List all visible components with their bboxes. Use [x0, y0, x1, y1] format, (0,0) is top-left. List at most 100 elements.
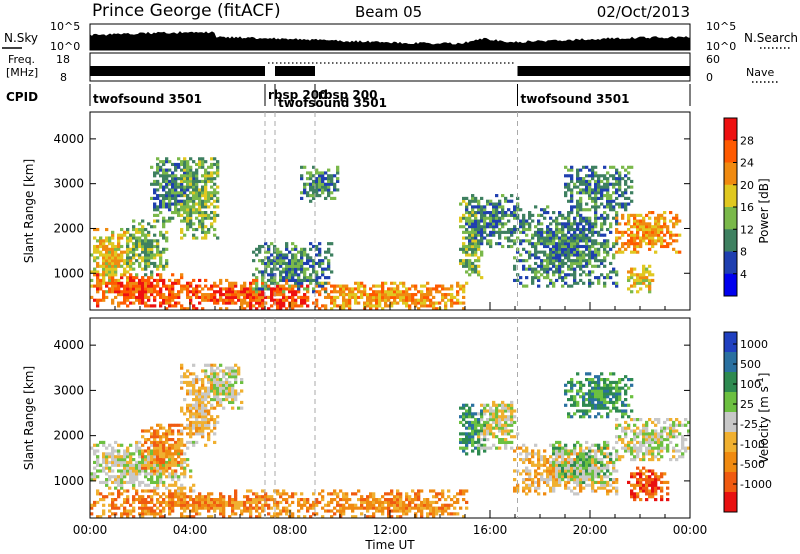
heatmap-cell — [153, 492, 157, 496]
heatmap-cell — [186, 423, 190, 427]
heatmap-cell — [141, 281, 145, 285]
heatmap-cell — [468, 440, 472, 445]
heatmap-cell — [375, 284, 379, 288]
heatmap-cell — [270, 261, 274, 266]
heatmap-cell — [165, 455, 169, 459]
heatmap-cell — [186, 205, 190, 209]
heatmap-cell — [129, 287, 133, 291]
heatmap-cell — [300, 259, 304, 263]
heatmap-cell — [105, 261, 109, 266]
heatmap-cell — [135, 489, 139, 493]
heatmap-cell — [483, 213, 487, 217]
heatmap-cell — [117, 244, 121, 249]
heatmap-cell — [177, 194, 181, 198]
heatmap-cell — [168, 475, 172, 479]
heatmap-cell — [225, 395, 229, 399]
heatmap-cell — [321, 284, 325, 288]
heatmap-cell — [246, 290, 250, 294]
heatmap-cell — [117, 455, 121, 459]
heatmap-cell — [552, 489, 556, 493]
heatmap-cell — [300, 284, 304, 288]
heatmap-cell — [597, 174, 601, 178]
heatmap-cell — [426, 304, 430, 308]
heatmap-cell — [306, 177, 310, 181]
heatmap-cell — [609, 208, 613, 212]
freq-tick-top: 18 — [56, 53, 70, 66]
heatmap-cell — [336, 509, 340, 513]
heatmap-cell — [117, 239, 121, 243]
heatmap-cell — [648, 236, 652, 240]
heatmap-cell — [477, 205, 481, 209]
heatmap-cell — [291, 264, 295, 268]
heatmap-cell — [615, 455, 619, 459]
heatmap-cell — [567, 466, 571, 470]
heatmap-cell — [189, 509, 193, 513]
heatmap-cell — [633, 225, 637, 229]
heatmap-cell — [120, 273, 124, 277]
heatmap-cell — [156, 478, 160, 482]
heatmap-cell — [186, 463, 190, 467]
heatmap-cell — [171, 177, 175, 181]
heatmap-cell — [495, 211, 499, 215]
heatmap-cell — [582, 230, 586, 234]
heatmap-cell — [156, 168, 160, 172]
heatmap-cell — [492, 213, 496, 217]
heatmap-cell — [468, 267, 472, 271]
heatmap-cell — [201, 432, 205, 436]
heatmap-cell — [375, 509, 379, 513]
heatmap-cell — [147, 509, 151, 513]
heatmap-cell — [198, 165, 202, 169]
heatmap-cell — [279, 495, 283, 499]
heatmap-cell — [633, 244, 637, 249]
heatmap-cell — [123, 298, 127, 302]
heatmap-cell — [567, 222, 571, 226]
heatmap-cell — [219, 498, 223, 502]
heatmap-cell — [579, 264, 583, 268]
heatmap-cell — [471, 194, 475, 198]
heatmap-cell — [303, 278, 307, 283]
heatmap-cell — [159, 458, 163, 462]
heatmap-cell — [573, 281, 577, 285]
heatmap-cell — [483, 443, 487, 447]
heatmap-cell — [276, 267, 280, 271]
heatmap-cell — [120, 458, 124, 462]
heatmap-cell — [222, 298, 226, 302]
heatmap-cell — [603, 185, 607, 189]
heatmap-cell — [270, 287, 274, 291]
heatmap-cell — [186, 418, 190, 422]
heatmap-cell — [216, 171, 220, 175]
heatmap-cell — [381, 284, 385, 288]
heatmap-cell — [555, 267, 559, 271]
heatmap-cell — [156, 196, 160, 200]
heatmap-cell — [279, 250, 283, 254]
heatmap-cell — [162, 480, 166, 485]
heatmap-cell — [120, 227, 124, 232]
heatmap-cell — [429, 298, 433, 302]
heatmap-cell — [198, 512, 202, 516]
heatmap-cell — [342, 304, 346, 308]
heatmap-cell — [330, 515, 334, 519]
heatmap-cell — [120, 281, 124, 285]
heatmap-cell — [462, 418, 466, 422]
heatmap-cell — [219, 509, 223, 513]
heatmap-cell — [180, 375, 184, 379]
heatmap-cell — [213, 281, 217, 285]
heatmap-cell — [129, 250, 133, 254]
heatmap-cell — [612, 478, 616, 482]
heatmap-cell — [306, 498, 310, 502]
heatmap-cell — [165, 219, 169, 223]
heatmap-cell — [627, 177, 631, 181]
heatmap-cell — [180, 460, 184, 465]
heatmap-cell — [210, 503, 214, 507]
heatmap-cell — [171, 171, 175, 175]
heatmap-cell — [423, 295, 427, 299]
heatmap-cell — [198, 400, 202, 405]
sky-noise-trace — [89, 31, 691, 50]
heatmap-cell — [105, 472, 109, 476]
heatmap-cell — [531, 478, 535, 482]
heatmap-cell — [444, 503, 448, 507]
heatmap-cell — [477, 227, 481, 232]
heatmap-cell — [528, 267, 532, 271]
heatmap-cell — [633, 281, 637, 285]
